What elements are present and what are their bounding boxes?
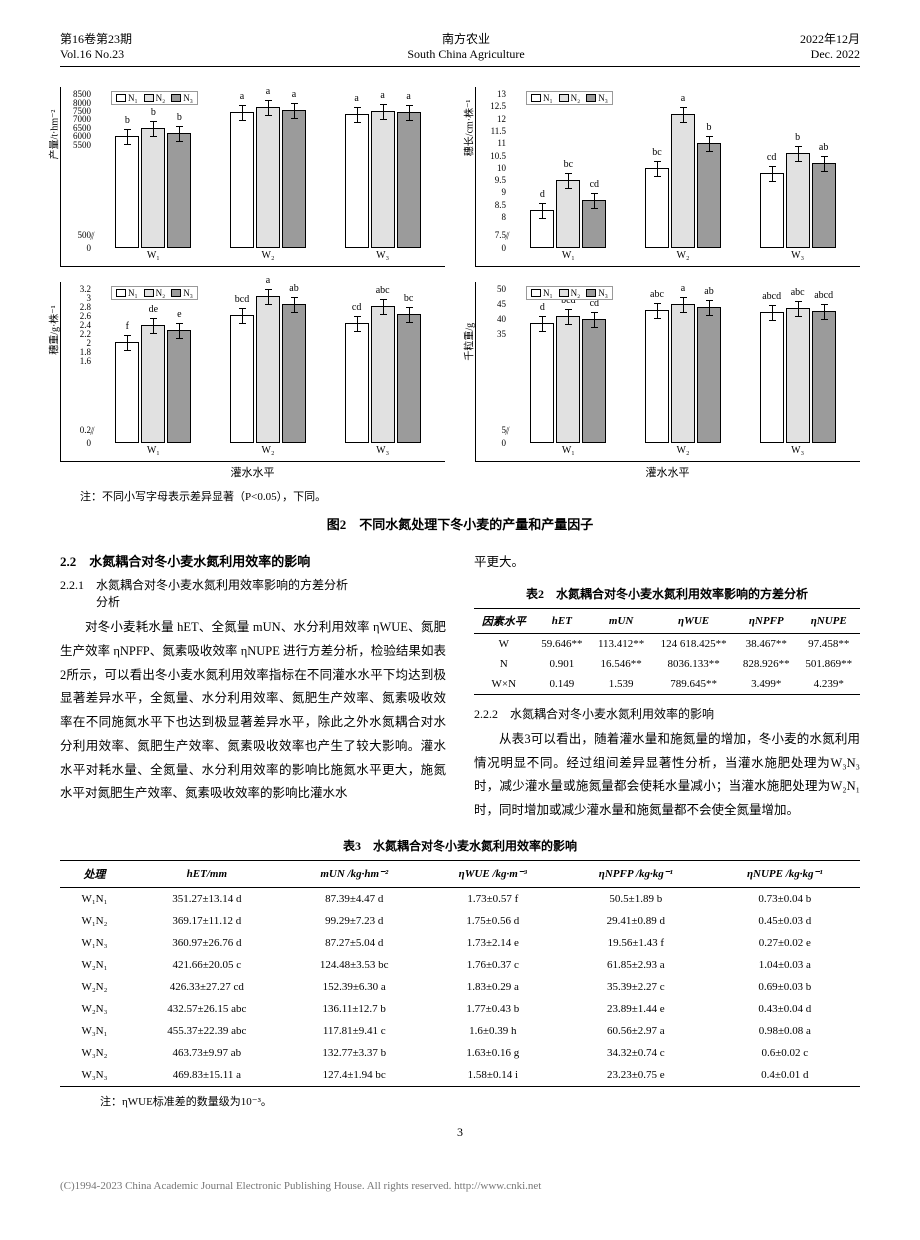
table-2: 因素水平hETmUNηWUEηNPFPηNUPEW59.646**113.412… [474,608,860,695]
date-en: Dec. 2022 [800,47,860,62]
figure-caption: 图2 不同水氮处理下冬小麦的产量和产量因子 [60,514,860,533]
table-3: 处理hET/mmmUN /kg·hm⁻²ηWUE /kg·m⁻³ηNPFP /k… [60,860,860,1087]
section-2-2-2-title: 2.2.2 水氮耦合对冬小麦水氮利用效率的影响 [474,705,860,722]
chart-kernel-weight: N₁N₂N₃千粒重/g0535404550⁄⁄dbcdcdabcaababcda… [475,282,860,462]
issue-en: Vol.16 No.23 [60,47,132,62]
journal-cn: 南方农业 [407,30,524,47]
table-2-caption: 表2 水氮耦合对冬小麦水氮利用效率影响的方差分析 [474,585,860,602]
figure-note: 注：不同小写字母表示差异显著（P<0.05），下同。 [80,488,860,504]
body-paragraph: 对冬小麦耗水量 hET、全氮量 mUN、水分利用效率 ηWUE、氮肥生产效率 η… [60,616,446,806]
page-header: 第16卷第23期 Vol.16 No.23 南方农业 South China A… [60,30,860,67]
figure-2-grid: N₁N₂N₃产量/t·hm⁻²0500550060006500700075008… [60,87,860,480]
chart-spike-length: N₁N₂N₃穗长/cm·株⁻¹07.588.599.51010.51111.51… [475,87,860,267]
xaxis-label: 灌水水平 [475,464,860,480]
section-2-2-title: 2.2 水氮耦合对冬小麦水氮利用效率的影响 [60,551,446,570]
chart-spike-weight: N₁N₂N₃穗重/g·株⁻¹00.21.61.822.22.42.62.833.… [60,282,445,462]
xaxis-label: 灌水水平 [60,464,445,480]
issue-cn: 第16卷第23期 [60,30,132,47]
copyright-footer: (C)1994-2023 China Academic Journal Elec… [60,1180,860,1192]
page-number: 3 [60,1125,860,1140]
date-cn: 2022年12月 [800,30,860,47]
body-paragraph: 从表3可以看出，随着灌水量和施氮量的增加，冬小麦的水氮利用情况明显不同。经过组间… [474,728,860,823]
section-2-2-1-title: 2.2.1 水氮耦合对冬小麦水氮利用效率影响的方差分析 分析 [60,576,446,610]
journal-en: South China Agriculture [407,47,524,62]
col-continuation: 平更大。 [474,551,860,575]
two-column-layout: 2.2 水氮耦合对冬小麦水氮利用效率的影响 2.2.1 水氮耦合对冬小麦水氮利用… [60,551,860,827]
table-3-note: 注：ηWUE标准差的数量级为10⁻³。 [100,1093,860,1109]
chart-yield: N₁N₂N₃产量/t·hm⁻²0500550060006500700075008… [60,87,445,267]
table-3-caption: 表3 水氮耦合对冬小麦水氮利用效率的影响 [60,837,860,854]
